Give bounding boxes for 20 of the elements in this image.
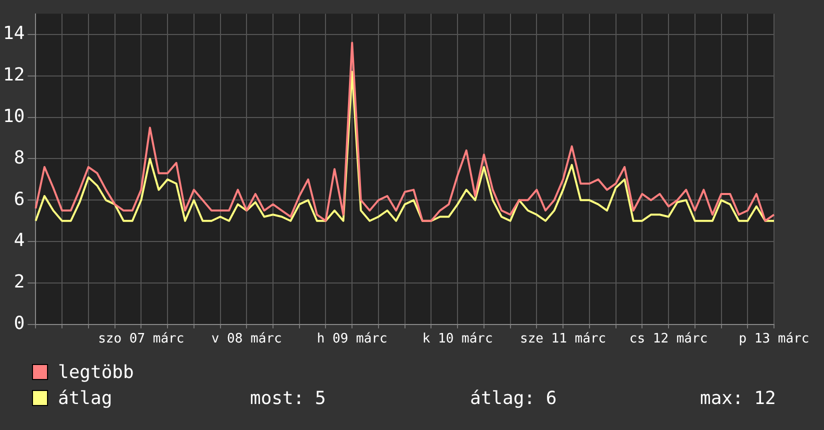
- x-tick-label: v 08 márc: [211, 332, 282, 347]
- y-tick-label: 10: [2, 106, 25, 128]
- y-tick-label: 12: [2, 64, 25, 86]
- x-tick-label: sze 11 márc: [520, 332, 606, 347]
- y-tick-label: 0: [14, 313, 25, 334]
- x-tick-label: k 10 márc: [422, 332, 493, 347]
- y-tick-label: 2: [14, 272, 25, 293]
- x-tick-label: szo 07 márc: [98, 332, 184, 347]
- text: átlag: 6: [470, 388, 557, 409]
- text: most: 5: [250, 388, 326, 409]
- x-tick-label: cs 12 márc: [629, 332, 708, 347]
- y-tick-label: 4: [14, 230, 25, 252]
- x-tick-label: h 09 márc: [316, 332, 388, 347]
- y-tick-label: 8: [14, 147, 25, 168]
- y-tick-label: 14: [2, 23, 25, 44]
- text: max: 12: [700, 388, 776, 409]
- x-tick-label: p 13 márc: [738, 332, 810, 347]
- legend-label: legtöbb: [58, 362, 134, 383]
- legend-label: átlag: [58, 388, 112, 409]
- y-tick-label: 6: [14, 188, 25, 210]
